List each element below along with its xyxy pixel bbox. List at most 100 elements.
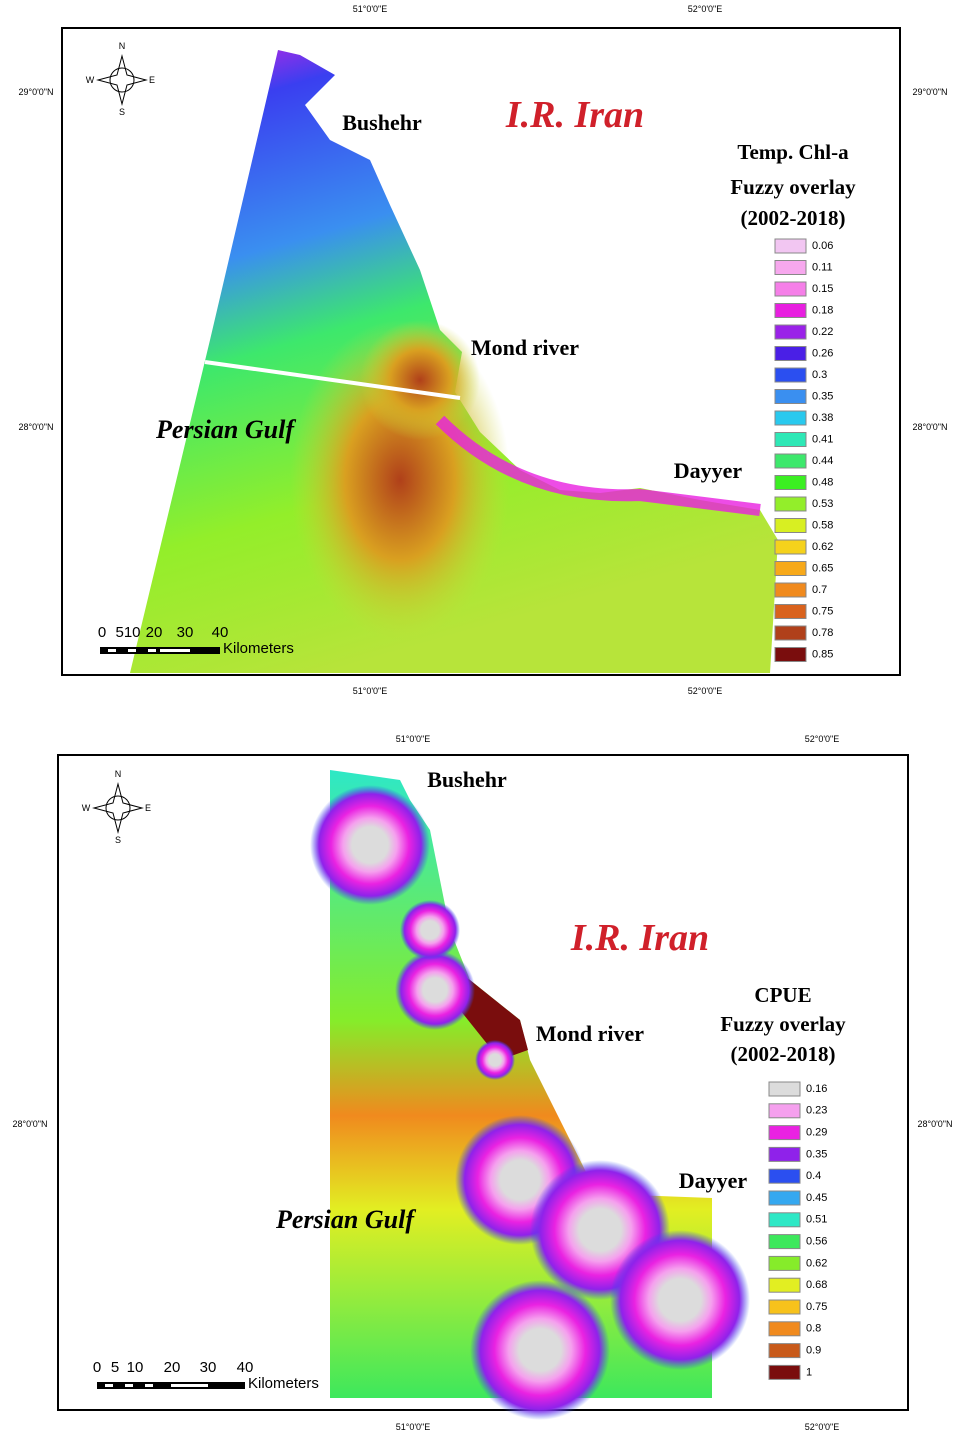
legend-swatch <box>768 1299 801 1315</box>
legend-title: Fuzzy overlay <box>730 175 856 199</box>
legend-swatch <box>768 1321 801 1337</box>
scale-label: 30 <box>177 624 194 641</box>
legend-label: 0.38 <box>812 412 833 424</box>
cpue-low-zones <box>310 785 750 1420</box>
legend-swatch <box>768 1255 801 1271</box>
scale-bar-seg <box>105 1384 113 1387</box>
coord-label: 52°0'0"E <box>805 734 840 744</box>
legend-label: 0.3 <box>812 369 827 381</box>
legend-swatch <box>774 604 807 619</box>
scale-label: 30 <box>200 1359 217 1376</box>
legend-title: (2002-2018) <box>741 206 846 230</box>
compass-label: N <box>115 769 122 779</box>
coast-band <box>435 415 761 516</box>
legend-swatch <box>774 410 807 426</box>
compass-label: E <box>145 803 151 813</box>
scale-label: 510 <box>115 624 140 641</box>
coord-label: 51°0'0"E <box>353 4 388 14</box>
legend-swatch <box>768 1146 801 1162</box>
legend-swatch <box>768 1168 801 1184</box>
scale-label: 40 <box>237 1359 254 1376</box>
legend-label: 0.78 <box>812 627 833 639</box>
legend-label: 0.62 <box>806 1257 827 1269</box>
legend-label: 0.35 <box>806 1148 827 1160</box>
legend-title: Fuzzy overlay <box>720 1012 846 1036</box>
legend-label: 0.41 <box>812 433 833 445</box>
legend-label: 0.62 <box>812 541 833 553</box>
scale-bar-seg <box>125 1384 133 1387</box>
legend-label: 0.22 <box>812 326 833 338</box>
compass-rose <box>92 782 144 834</box>
legend-swatch <box>768 1234 801 1250</box>
legend-swatch <box>768 1277 801 1293</box>
legend-title: CPUE <box>754 983 811 1007</box>
compass-label: W <box>86 75 95 85</box>
legend-label: 0.16 <box>806 1083 827 1095</box>
place-label: Bushehr <box>342 110 422 135</box>
legend-swatch <box>774 432 807 447</box>
scale-bar-seg <box>171 1384 208 1387</box>
coord-label: 51°0'0"E <box>353 686 388 696</box>
legend-label: 0.51 <box>806 1214 827 1226</box>
legend-label: 0.58 <box>812 519 833 531</box>
scale-unit: Kilometers <box>248 1375 319 1392</box>
legend-swatch <box>768 1125 801 1141</box>
scale-label: 20 <box>146 624 163 641</box>
place-label: Persian Gulf <box>155 415 296 444</box>
place-label: I.R. Iran <box>570 917 709 959</box>
legend-swatch <box>774 389 807 404</box>
legend-label: 1 <box>806 1366 812 1378</box>
legend-swatch <box>768 1190 801 1206</box>
scale-unit: Kilometers <box>223 640 294 657</box>
map-frame <box>57 754 909 1411</box>
map-frame <box>61 27 901 676</box>
legend-label: 0.35 <box>812 390 833 402</box>
legend-swatch <box>774 260 807 275</box>
legend-label: 0.56 <box>806 1236 827 1248</box>
legend-swatch <box>774 496 807 512</box>
coord-label: 52°0'0"E <box>805 1422 840 1432</box>
legend-swatch <box>768 1343 801 1359</box>
compass-ring <box>109 67 135 93</box>
coord-label: 28°0'0"N <box>912 422 947 432</box>
scale-bar-seg <box>128 649 136 652</box>
compass-label: W <box>82 803 91 813</box>
legend-swatch <box>774 647 807 662</box>
legend-label: 0.75 <box>806 1301 827 1313</box>
coord-label: 51°0'0"E <box>396 1422 431 1432</box>
legend-title: Temp. Chl-a <box>737 140 849 164</box>
legend-swatch <box>774 303 807 318</box>
legend-label: 0.48 <box>812 476 833 488</box>
coord-label: 52°0'0"E <box>688 4 723 14</box>
coord-label: 28°0'0"N <box>917 1119 952 1129</box>
coord-label: 29°0'0"N <box>912 87 947 97</box>
legend-label: 0.4 <box>806 1170 821 1182</box>
legend-label: 0.9 <box>806 1345 821 1357</box>
legend-label: 0.29 <box>806 1127 827 1139</box>
legend-swatch <box>774 539 807 555</box>
legend-label: 0.11 <box>812 261 833 273</box>
scale-bar-seg <box>148 649 156 652</box>
compass-rose <box>96 54 148 106</box>
scale-bar-seg <box>145 1384 153 1387</box>
legend-swatch <box>768 1103 801 1119</box>
legend-swatch <box>774 324 807 340</box>
scale-label: 0 <box>93 1359 101 1376</box>
place-label: I.R. Iran <box>505 94 644 136</box>
transect-line <box>204 360 461 400</box>
coord-label: 51°0'0"E <box>396 734 431 744</box>
compass-label: N <box>119 41 126 51</box>
place-label: Dayyer <box>674 458 743 483</box>
coord-label: 52°0'0"E <box>688 686 723 696</box>
legend-label: 0.26 <box>812 347 833 359</box>
legend-swatch <box>768 1212 801 1228</box>
legend-label: 0.15 <box>812 283 833 295</box>
compass-label: S <box>115 835 121 845</box>
place-label: Mond river <box>471 335 579 360</box>
legend-label: 0.68 <box>806 1279 827 1291</box>
scale-label: 20 <box>164 1359 181 1376</box>
scale-label: 10 <box>127 1359 144 1376</box>
place-label: Bushehr <box>427 767 507 792</box>
map-2 <box>57 754 909 1420</box>
